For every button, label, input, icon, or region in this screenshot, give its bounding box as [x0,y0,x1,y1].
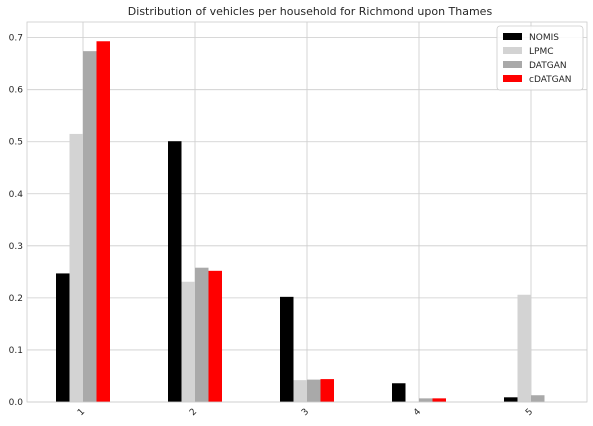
bar-datgan-1 [83,51,97,402]
y-tick-label: 0.6 [9,86,24,96]
bar-nomis-4 [392,383,406,402]
bar-datgan-2 [195,267,209,402]
bar-nomis-2 [168,141,182,402]
bar-datgan-5 [531,395,545,402]
legend-swatch-datgan [503,61,522,68]
x-tick-label: 2 [188,407,199,418]
bar-datgan-4 [419,398,433,402]
legend-swatch-nomis [503,33,522,40]
bar-lpmc-5 [517,294,531,402]
y-tick-label: 0.2 [9,294,23,304]
bar-datgan-3 [307,379,321,402]
bar-cdatgan-4 [432,398,446,402]
bar-nomis-3 [280,296,294,402]
legend-label-nomis: NOMIS [529,33,559,43]
bar-nomis-1 [56,273,70,402]
legend-box [496,25,584,91]
y-tick-label: 0.3 [9,242,23,252]
bar-lpmc-3 [293,380,307,402]
chart-title: Distribution of vehicles per household f… [128,5,493,18]
y-tick-label: 0.0 [9,398,24,408]
bar-lpmc-2 [181,281,195,402]
bar-nomis-5 [504,397,518,402]
x-tick-label: 1 [76,407,87,418]
bar-cdatgan-3 [320,379,334,402]
legend-swatch-cdatgan [503,75,522,82]
y-tick-label: 0.7 [9,34,23,44]
bar-lpmc-1 [69,133,83,403]
bar-cdatgan-1 [96,41,110,402]
plot-area: 0.0 0.1 0.2 0.3 0.4 0.5 0.6 0.7 1 2 3 4 5 [9,21,588,418]
y-tick-label: 0.5 [9,138,23,148]
legend-label-lpmc: LPMC [529,47,554,57]
y-tick-label: 0.1 [9,346,23,356]
x-tick-label: 3 [300,407,311,418]
x-tick-label: 5 [524,407,535,418]
legend-label-cdatgan: cDATGAN [529,75,572,85]
legend-swatch-lpmc [503,47,522,54]
y-tick-label: 0.4 [9,190,24,200]
legend: NOMIS LPMC DATGAN cDATGAN [496,25,584,91]
x-tick-label: 4 [412,407,423,418]
plot-border [26,21,588,403]
bar-cdatgan-2 [208,270,222,402]
legend-label-datgan: DATGAN [529,61,567,71]
